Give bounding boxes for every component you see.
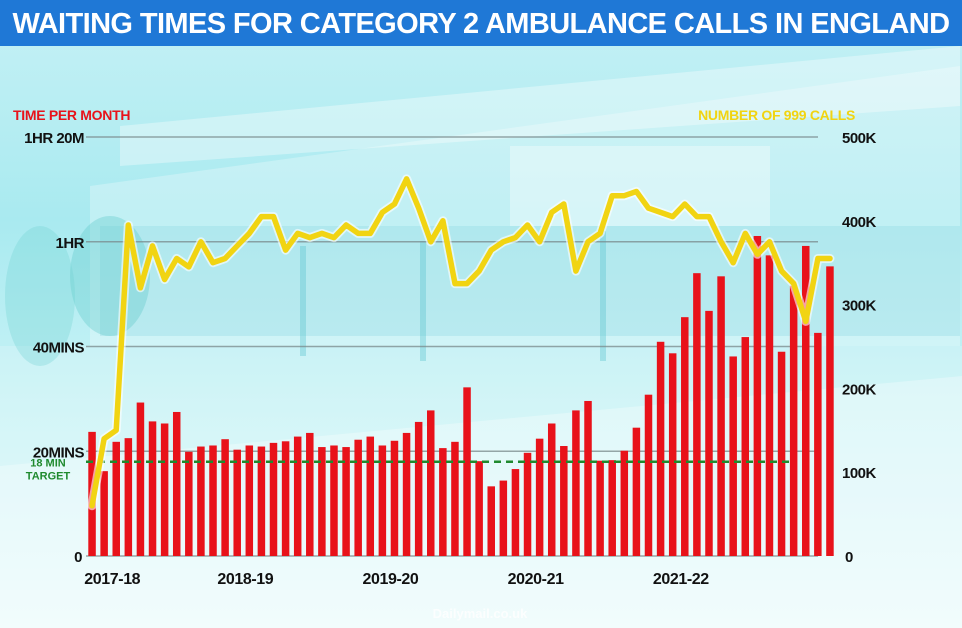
bar <box>172 411 181 556</box>
bar <box>729 356 737 556</box>
bar <box>620 450 629 556</box>
bar <box>777 351 786 556</box>
bar <box>584 400 592 556</box>
bar <box>281 441 290 556</box>
bar <box>257 446 266 556</box>
bar <box>741 337 750 556</box>
bar <box>596 460 604 556</box>
bar <box>644 394 653 556</box>
bar <box>765 255 774 556</box>
x-axis-label: 2017-18 <box>84 571 140 588</box>
x-axis-label: 2020-21 <box>508 571 564 588</box>
left-axis-tick-label: 1HR <box>55 235 84 252</box>
bar <box>608 460 616 556</box>
bar <box>439 448 447 556</box>
bar <box>100 471 108 556</box>
bar <box>632 427 641 556</box>
target-label: 18 MIN <box>30 458 66 470</box>
bar <box>499 480 508 556</box>
bar <box>475 461 483 556</box>
bar <box>221 439 229 556</box>
bar <box>427 410 435 556</box>
right-axis-tick-label: 500K <box>842 130 877 147</box>
bar <box>330 445 338 556</box>
bar <box>342 447 350 556</box>
bar <box>656 341 665 556</box>
calls-line <box>89 176 833 509</box>
bar <box>705 310 713 556</box>
bar <box>681 317 689 556</box>
bar <box>753 235 762 556</box>
bar <box>233 449 241 556</box>
left-axis-tick-label: 20MINS <box>33 444 85 461</box>
x-axis-label: 2021-22 <box>653 571 709 588</box>
bar <box>717 276 725 556</box>
right-axis-tick-label: 300K <box>842 298 877 315</box>
bar <box>693 273 701 556</box>
right-axis-tick-label: 400K <box>842 214 877 231</box>
bar <box>511 469 520 556</box>
right-axis-tick-label: 0 <box>845 549 853 566</box>
bar <box>112 441 120 556</box>
bar <box>826 266 834 556</box>
bar <box>802 245 810 556</box>
right-axis-tick-label: 200K <box>842 381 877 398</box>
bar <box>378 445 387 556</box>
bar <box>523 452 532 556</box>
bar <box>269 442 278 556</box>
bar <box>547 423 556 556</box>
bar <box>668 353 677 556</box>
bar <box>402 432 411 556</box>
target-label: TARGET <box>26 471 71 483</box>
right-axis-title: NUMBER OF 999 CALLS <box>698 107 855 123</box>
bar <box>306 432 314 556</box>
x-axis-label: 2018-19 <box>217 571 273 588</box>
watermark: Dailymail.co.uk <box>433 606 528 621</box>
bar <box>572 410 580 556</box>
bar <box>789 285 798 556</box>
x-axis-label: 2019-20 <box>363 571 419 588</box>
left-axis-title: TIME PER MONTH <box>13 107 130 123</box>
left-axis-tick-label: 40MINS <box>33 340 85 357</box>
bar <box>414 421 423 556</box>
bar <box>354 439 362 556</box>
bar <box>148 421 157 556</box>
right-axis-tick-label: 100K <box>842 465 877 482</box>
bar <box>318 447 326 556</box>
title-bar: WAITING TIMES FOR CATEGORY 2 AMBULANCE C… <box>0 0 962 46</box>
bar <box>124 438 133 556</box>
bar <box>245 445 254 556</box>
bar <box>293 436 302 556</box>
bar <box>366 436 375 556</box>
bar <box>390 440 399 556</box>
bar <box>451 441 459 556</box>
bar <box>560 446 568 556</box>
bar <box>160 423 169 556</box>
bar <box>197 446 205 556</box>
bar <box>185 451 193 556</box>
bar <box>463 387 471 556</box>
left-axis-tick-label: 1HR 20M <box>24 130 84 147</box>
chart-title: WAITING TIMES FOR CATEGORY 2 AMBULANCE C… <box>12 8 950 40</box>
bar <box>487 486 495 556</box>
left-axis-tick-label: 0 <box>74 549 82 566</box>
bar <box>209 445 217 556</box>
bar <box>814 332 822 556</box>
bar <box>136 402 145 556</box>
bar <box>535 438 544 556</box>
